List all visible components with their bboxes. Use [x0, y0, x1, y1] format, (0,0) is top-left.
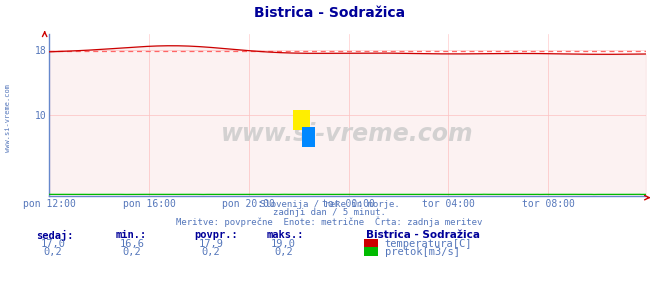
Text: 16,6: 16,6	[119, 239, 144, 249]
Text: min.:: min.:	[115, 230, 146, 241]
Text: 0,2: 0,2	[43, 246, 62, 257]
Text: 0,2: 0,2	[274, 246, 293, 257]
Text: www.si-vreme.com: www.si-vreme.com	[5, 84, 11, 153]
Text: Meritve: povprečne  Enote: metrične  Črta: zadnja meritev: Meritve: povprečne Enote: metrične Črta:…	[177, 216, 482, 227]
Text: www.si-vreme.com: www.si-vreme.com	[221, 122, 474, 146]
Text: 17,9: 17,9	[198, 239, 223, 249]
Text: 17,0: 17,0	[40, 239, 65, 249]
Text: 19,0: 19,0	[271, 239, 296, 249]
Text: sedaj:: sedaj:	[36, 230, 74, 241]
Text: maks.:: maks.:	[267, 230, 304, 241]
Text: Bistrica - Sodražica: Bistrica - Sodražica	[254, 6, 405, 20]
Text: pretok[m3/s]: pretok[m3/s]	[385, 246, 460, 257]
Text: 0,2: 0,2	[202, 246, 220, 257]
Text: temperatura[C]: temperatura[C]	[385, 239, 473, 249]
Text: Slovenija / reke in morje.: Slovenija / reke in morje.	[260, 200, 399, 209]
Text: povpr.:: povpr.:	[194, 230, 238, 241]
Text: 0,2: 0,2	[123, 246, 141, 257]
Text: Bistrica - Sodražica: Bistrica - Sodražica	[366, 230, 480, 241]
Text: zadnji dan / 5 minut.: zadnji dan / 5 minut.	[273, 208, 386, 217]
